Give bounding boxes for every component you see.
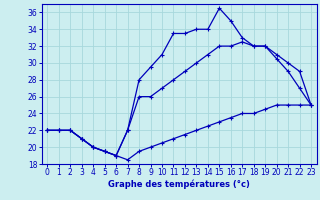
- X-axis label: Graphe des températures (°c): Graphe des températures (°c): [108, 180, 250, 189]
